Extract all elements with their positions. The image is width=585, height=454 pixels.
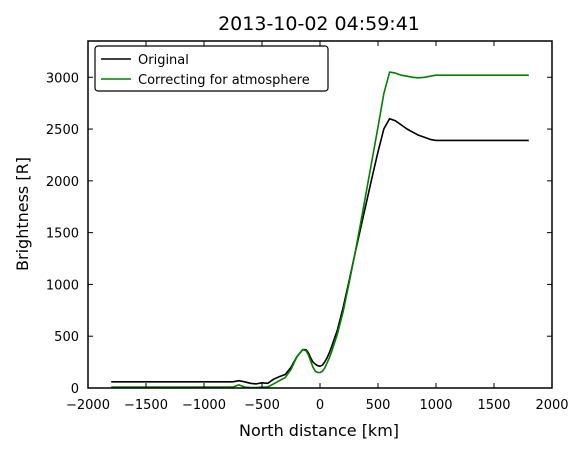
legend: Original Correcting for atmosphere bbox=[94, 45, 329, 92]
legend-box bbox=[94, 45, 329, 92]
y-tick-label: 3000 bbox=[46, 71, 79, 86]
series-line-original bbox=[111, 117, 529, 385]
chart-title: 2013-10-02 04:59:41 bbox=[218, 13, 420, 35]
y-tick-label: 1000 bbox=[46, 278, 79, 293]
legend-entry: Original bbox=[138, 53, 189, 68]
x-axis-label: North distance [km] bbox=[239, 421, 399, 440]
x-tick-label: 2000 bbox=[535, 398, 568, 413]
x-tick-label: 1000 bbox=[419, 398, 452, 413]
y-tick-label: 2500 bbox=[46, 123, 79, 138]
legend-entry: Correcting for atmosphere bbox=[138, 73, 310, 88]
plot-area bbox=[87, 40, 553, 389]
x-tick-label: −500 bbox=[244, 398, 280, 413]
y-axis-label: Brightness [R] bbox=[13, 157, 32, 271]
y-tick-label: 2000 bbox=[46, 175, 79, 190]
x-tick-label: 1500 bbox=[477, 398, 510, 413]
y-tick-label: 0 bbox=[71, 382, 79, 397]
x-tick-label: 500 bbox=[366, 398, 391, 413]
x-tick-label: −1000 bbox=[182, 398, 226, 413]
y-tick-label: 1500 bbox=[46, 227, 79, 242]
series-line-corrected bbox=[111, 71, 529, 389]
x-tick-label: −1500 bbox=[124, 398, 168, 413]
y-tick-label: 500 bbox=[54, 330, 79, 345]
x-tick-label: −2000 bbox=[66, 398, 110, 413]
x-tick-label: 0 bbox=[316, 398, 324, 413]
